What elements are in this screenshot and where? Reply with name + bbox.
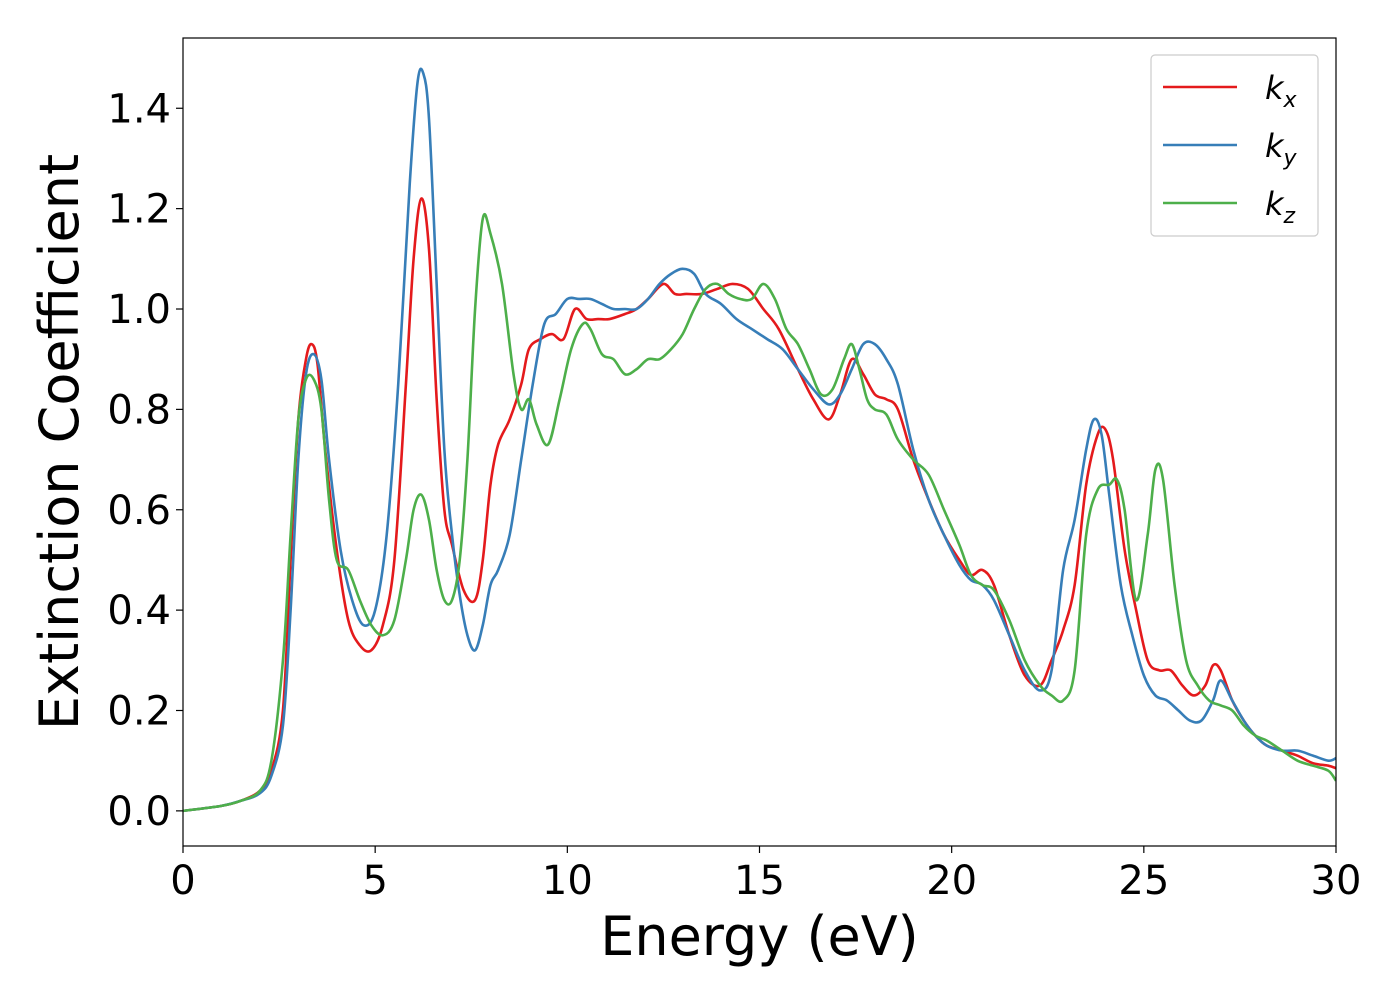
series-line-y: [183, 67, 1336, 813]
legend-label-main: k: [1265, 69, 1285, 107]
series-line-x: [183, 197, 1336, 813]
series-line-z: [183, 212, 1336, 813]
x-axis: 0 5 10 15 20 25 30: [170, 846, 1361, 904]
legend-label-main: k: [1265, 127, 1285, 165]
x-tick-label: 0: [170, 858, 195, 904]
y-tick-label: 0.0: [107, 789, 171, 835]
x-tick-label: 15: [734, 858, 785, 904]
legend-label-y: ky: [1265, 127, 1298, 171]
legend-label-main: k: [1265, 185, 1285, 223]
y-axis: 0.0 0.2 0.4 0.6 0.8 1.0 1.2 1.4: [107, 86, 183, 835]
x-axis-title: Energy (eV): [600, 905, 919, 968]
x-tick-label: 25: [1118, 858, 1169, 904]
legend-label-sub: x: [1283, 88, 1298, 113]
y-tick-label: 0.8: [107, 387, 171, 433]
legend-label-x: kx: [1265, 69, 1298, 113]
y-tick-label: 0.6: [107, 488, 171, 534]
x-tick-label: 30: [1311, 858, 1362, 904]
legend-label-z: kz: [1265, 185, 1296, 229]
y-axis-title: Extinction Coefficient: [28, 154, 91, 730]
y-tick-label: 1.4: [107, 86, 171, 132]
y-tick-label: 1.2: [107, 187, 171, 233]
x-tick-label: 10: [542, 858, 593, 904]
y-tick-label: 0.2: [107, 688, 171, 734]
legend-label-sub: y: [1283, 146, 1298, 171]
y-tick-label: 1.0: [107, 287, 171, 333]
x-tick-label: 20: [926, 858, 977, 904]
y-tick-label: 0.4: [107, 588, 171, 634]
series-layer: [183, 67, 1336, 813]
legend-label-sub: z: [1283, 204, 1296, 229]
x-tick-label: 5: [362, 858, 387, 904]
